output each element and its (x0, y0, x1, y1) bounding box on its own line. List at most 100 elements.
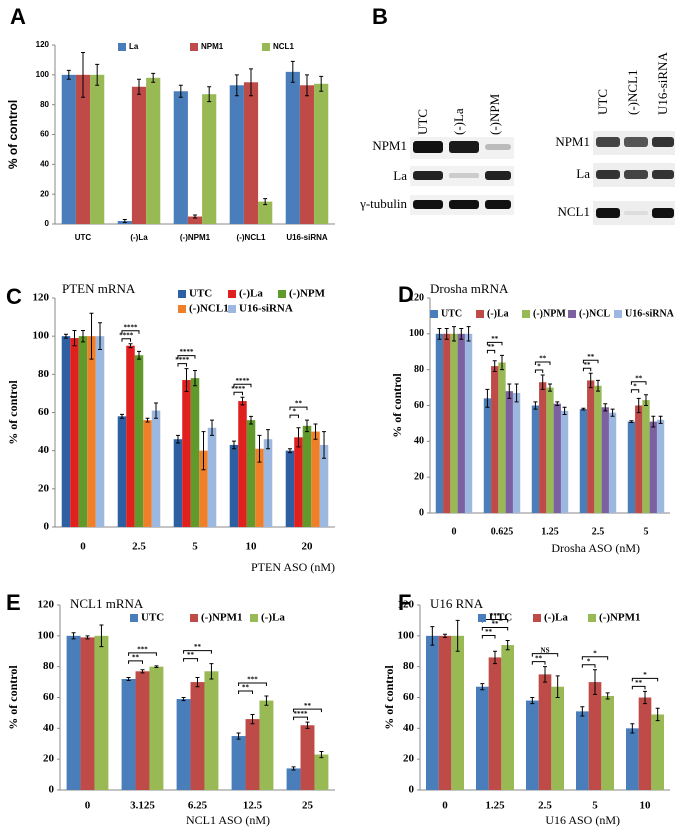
y-tick-label: 20 (40, 189, 49, 198)
bar (61, 336, 71, 527)
bar (78, 336, 88, 527)
significance-label: ** (242, 684, 250, 692)
x-axis-label: NCL1 ASO (nM) (186, 813, 270, 827)
y-tick-label: 20 (43, 753, 55, 765)
x-tick-label: UTC (75, 233, 92, 242)
error-bar (593, 669, 597, 695)
error-bar (151, 72, 156, 83)
error-bar (263, 198, 268, 206)
legend-swatch (178, 290, 186, 298)
bar (538, 674, 552, 790)
error-bar (313, 423, 318, 440)
legend-label: (-)La (544, 612, 568, 624)
bar (149, 666, 164, 790)
bar (173, 439, 183, 527)
error-bar (643, 690, 647, 705)
x-tick-label: 0.625 (491, 526, 514, 537)
error-bar (636, 397, 641, 414)
error-bar (533, 401, 538, 410)
y-tick-label: 120 (38, 599, 55, 611)
legend-swatch (278, 290, 286, 298)
error-bar (98, 322, 103, 351)
bar (95, 336, 105, 527)
significance-label: ** (635, 374, 643, 382)
significance-bracket (121, 330, 140, 334)
legend-swatch (614, 310, 622, 318)
x-tick-label: 0 (452, 526, 457, 537)
bar (143, 420, 152, 527)
x-tick-label: 1.25 (541, 526, 559, 537)
error-bar (181, 697, 186, 702)
x-tick-label: (-)La (130, 233, 148, 242)
bar (190, 682, 205, 790)
bar (464, 333, 473, 513)
band (485, 144, 511, 150)
error-bar (555, 675, 560, 698)
error-bar (548, 383, 552, 392)
x-tick-label: 3.125 (130, 800, 155, 812)
significance-bracket (630, 381, 647, 385)
legend-swatch (522, 310, 530, 318)
bar (438, 635, 452, 790)
significance-label: ** (194, 643, 202, 651)
bar (202, 94, 217, 224)
error-bar (66, 69, 71, 80)
x-tick-label: 10 (640, 800, 652, 812)
band (449, 200, 479, 209)
y-tick-label: 80 (38, 368, 50, 380)
significance-bracket (238, 682, 267, 686)
significance-label: ** (492, 620, 500, 628)
band (485, 171, 511, 180)
bar (638, 697, 652, 790)
significance-bracket (534, 361, 551, 366)
bar (90, 74, 105, 224)
significance-bracket (486, 341, 503, 346)
bar (435, 333, 444, 513)
bar (87, 336, 96, 527)
legend-label: UTC (189, 288, 212, 300)
error-bar (71, 632, 76, 640)
error-bar (603, 403, 608, 412)
bar (75, 74, 91, 224)
bar (635, 405, 643, 513)
row-label: La (576, 166, 590, 181)
y-tick-label: 60 (40, 130, 49, 139)
error-bar (201, 431, 206, 471)
significance-bracket (582, 367, 592, 372)
significance-bracket (481, 634, 496, 639)
y-tick-label: 100 (409, 328, 424, 339)
significance-bracket (233, 391, 243, 396)
error-bar (581, 407, 586, 411)
y-tick-label: 120 (36, 40, 50, 49)
error-bar (430, 626, 435, 646)
y-tick-label: 40 (38, 444, 50, 456)
legend-label: (-)La (261, 612, 285, 624)
significance-label: **** (119, 331, 134, 339)
x-tick-label: (-)NPM1 (180, 233, 211, 242)
bar (263, 439, 273, 527)
bar (314, 83, 329, 225)
significance-bracket (631, 685, 646, 690)
legend-label: UTC (489, 612, 512, 624)
significance-label: *** (137, 646, 148, 654)
bar (190, 378, 200, 527)
x-tick-label: 0 (80, 541, 86, 553)
significance-label: ** (488, 343, 496, 351)
significance-bracket (177, 363, 187, 367)
error-bar (319, 75, 324, 92)
legend-label: (-)NPM1 (201, 612, 243, 624)
legend-label: UTC (141, 612, 164, 624)
significance-bracket (183, 650, 212, 654)
x-tick-label: 5 (644, 526, 649, 537)
bar (176, 699, 191, 790)
significance-bracket (183, 658, 198, 662)
bar (229, 444, 239, 527)
error-bar (154, 665, 159, 668)
bar (476, 686, 489, 790)
bar (601, 695, 614, 790)
chart-title: Drosha mRNA (430, 281, 509, 296)
significance-bracket (289, 406, 308, 411)
x-tick-label: 10 (246, 541, 258, 553)
significance-bracket (233, 383, 252, 388)
